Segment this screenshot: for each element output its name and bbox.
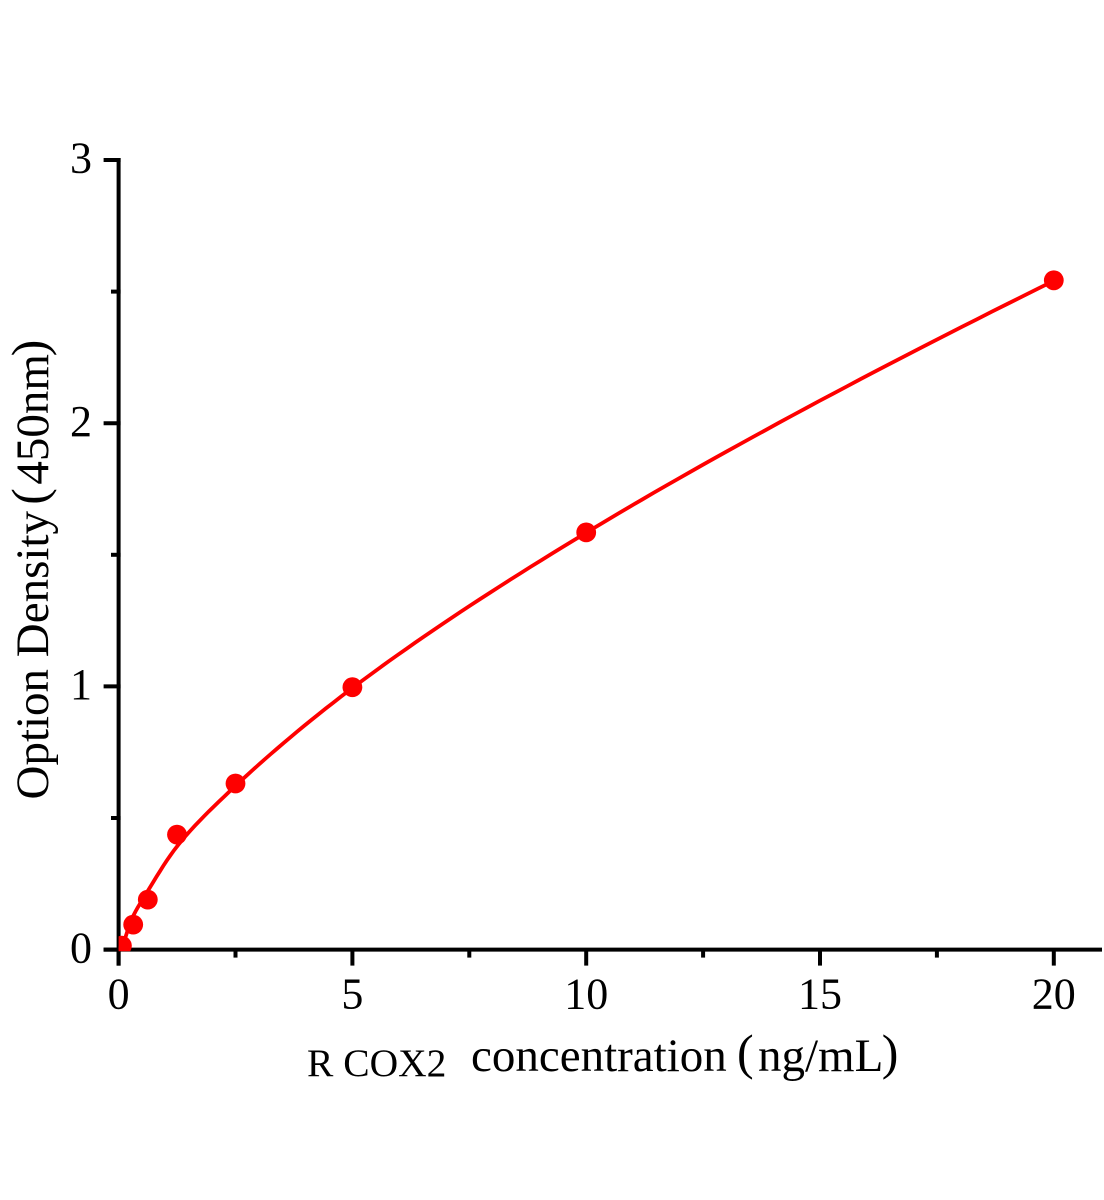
svg-text:R COX2: R COX2 [307,1041,446,1085]
svg-text:10: 10 [564,970,608,1019]
svg-text:0: 0 [108,970,130,1019]
svg-text:Option Density: Option Density [7,510,59,799]
svg-text:): ) [882,1024,899,1080]
svg-text:3: 3 [70,134,92,183]
svg-text:ng/mL: ng/mL [758,1030,883,1082]
svg-text:0: 0 [70,923,92,972]
svg-text:5: 5 [341,970,363,1019]
svg-text:20: 20 [1032,970,1076,1019]
svg-text:15: 15 [798,970,842,1019]
svg-text:(: ( [737,1024,754,1080]
svg-text:1: 1 [70,660,92,709]
svg-text:450nm: 450nm [7,354,59,485]
svg-text:): ) [1,340,57,357]
svg-text:2: 2 [70,397,92,446]
svg-text:(: ( [1,488,57,505]
svg-text:concentration: concentration [471,1030,727,1082]
